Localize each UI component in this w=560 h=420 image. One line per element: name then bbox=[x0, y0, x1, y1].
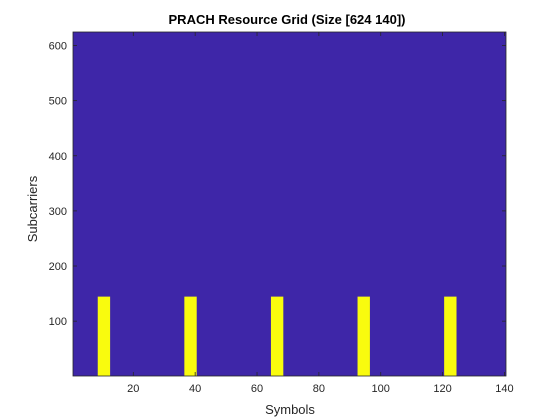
x-tick-label: 40 bbox=[189, 383, 201, 395]
y-tick-label: 600 bbox=[49, 41, 67, 53]
chart-title: PRACH Resource Grid (Size [624 140]) bbox=[169, 12, 406, 27]
x-tick-label: 140 bbox=[495, 383, 513, 395]
prach-region-4 bbox=[357, 296, 370, 376]
prach-region-1 bbox=[97, 296, 111, 376]
active-regions bbox=[97, 296, 457, 376]
axes-frame bbox=[72, 31, 507, 377]
prach-region-3 bbox=[270, 296, 284, 376]
x-tick-label: 100 bbox=[372, 383, 390, 395]
plot-area bbox=[73, 32, 506, 376]
x-tick-label: 120 bbox=[433, 383, 451, 395]
x-tick-label: 80 bbox=[313, 383, 325, 395]
x-axis-label: Symbols bbox=[265, 402, 315, 417]
y-tick-label: 200 bbox=[49, 261, 67, 273]
y-tick-label: 300 bbox=[49, 206, 67, 218]
x-tick-label: 60 bbox=[251, 383, 263, 395]
x-tick-label: 20 bbox=[127, 383, 139, 395]
y-axis-label: Subcarriers bbox=[25, 175, 40, 242]
y-tick-label: 100 bbox=[49, 316, 67, 328]
prach-region-2 bbox=[184, 296, 197, 376]
y-tick-label: 400 bbox=[49, 151, 67, 163]
y-tick-label: 500 bbox=[49, 96, 67, 108]
x-axis-ticks: 20 40 60 80 100 120 140 bbox=[127, 32, 514, 395]
y-axis-ticks: 100 200 300 400 500 600 bbox=[49, 41, 506, 328]
prach-region-5 bbox=[444, 296, 457, 376]
